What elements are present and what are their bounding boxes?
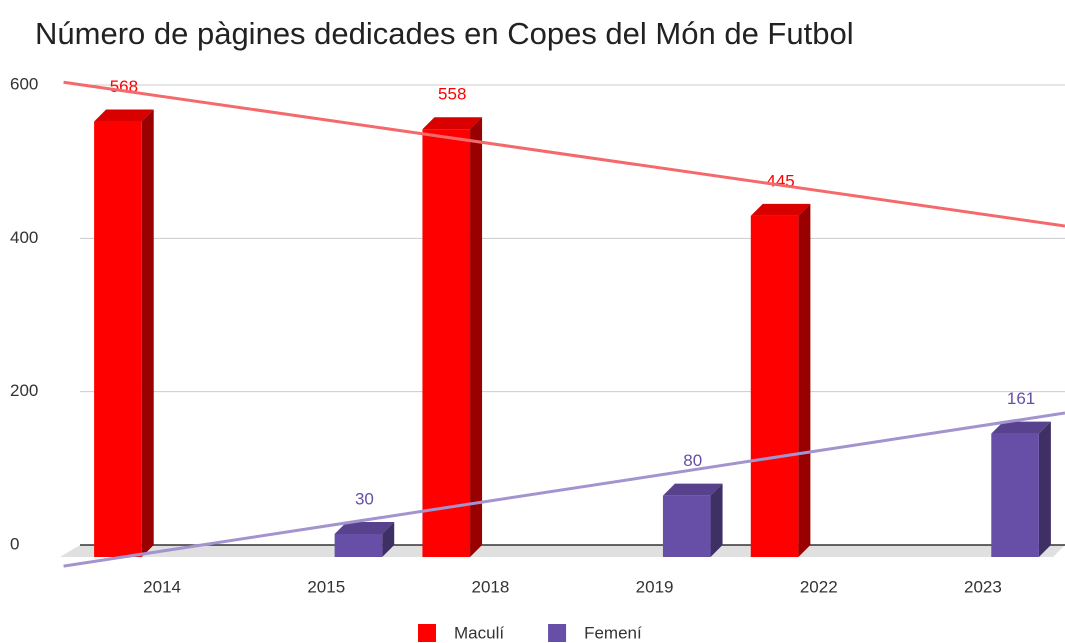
chart-title: Número de pàgines dedicades en Copes del…: [35, 16, 854, 51]
bar-top: [94, 109, 154, 122]
value-label: 80: [683, 451, 702, 470]
bar-top: [750, 203, 811, 216]
bar-side: [382, 522, 395, 557]
y-tick-label: 200: [10, 381, 38, 400]
x-tick-label: 2014: [143, 577, 181, 596]
bar-top: [422, 117, 483, 130]
value-label: 161: [1007, 389, 1035, 408]
bar-side: [1038, 421, 1051, 557]
bar: [750, 203, 811, 558]
x-tick-label: 2023: [964, 577, 1002, 596]
legend-label: Maculí: [454, 623, 504, 642]
x-tick-label: 2022: [800, 577, 838, 596]
bar: [94, 109, 154, 558]
bar-side: [470, 117, 483, 557]
legend-swatch: [418, 624, 436, 642]
bar-side: [798, 203, 811, 558]
y-tick-label: 400: [10, 228, 38, 247]
legend-swatch: [548, 624, 567, 642]
legend-label: Femení: [584, 623, 642, 642]
bar-side: [710, 483, 723, 557]
x-tick-label: 2015: [307, 577, 345, 596]
bar-front: [422, 129, 471, 557]
trendline: [63, 80, 1065, 228]
value-label: 30: [355, 489, 374, 508]
floor: [60, 545, 1065, 557]
bar-front: [94, 121, 142, 558]
bar-top: [334, 522, 395, 534]
y-tick-label: 600: [10, 74, 38, 93]
bar-front: [662, 495, 711, 557]
trendline: [63, 411, 1065, 568]
bar-front: [750, 215, 799, 558]
value-label: 558: [438, 85, 466, 104]
bar: [662, 483, 723, 557]
bar-side: [141, 109, 154, 558]
bar: [422, 117, 483, 557]
y-tick-label: 0: [10, 534, 19, 553]
bar-front: [991, 433, 1039, 557]
bar: [991, 421, 1051, 557]
x-tick-label: 2019: [636, 577, 674, 596]
bar: [334, 522, 395, 557]
bar-top: [991, 421, 1051, 434]
bar-top: [662, 483, 723, 496]
bar-front: [334, 534, 383, 557]
x-tick-label: 2018: [472, 577, 510, 596]
